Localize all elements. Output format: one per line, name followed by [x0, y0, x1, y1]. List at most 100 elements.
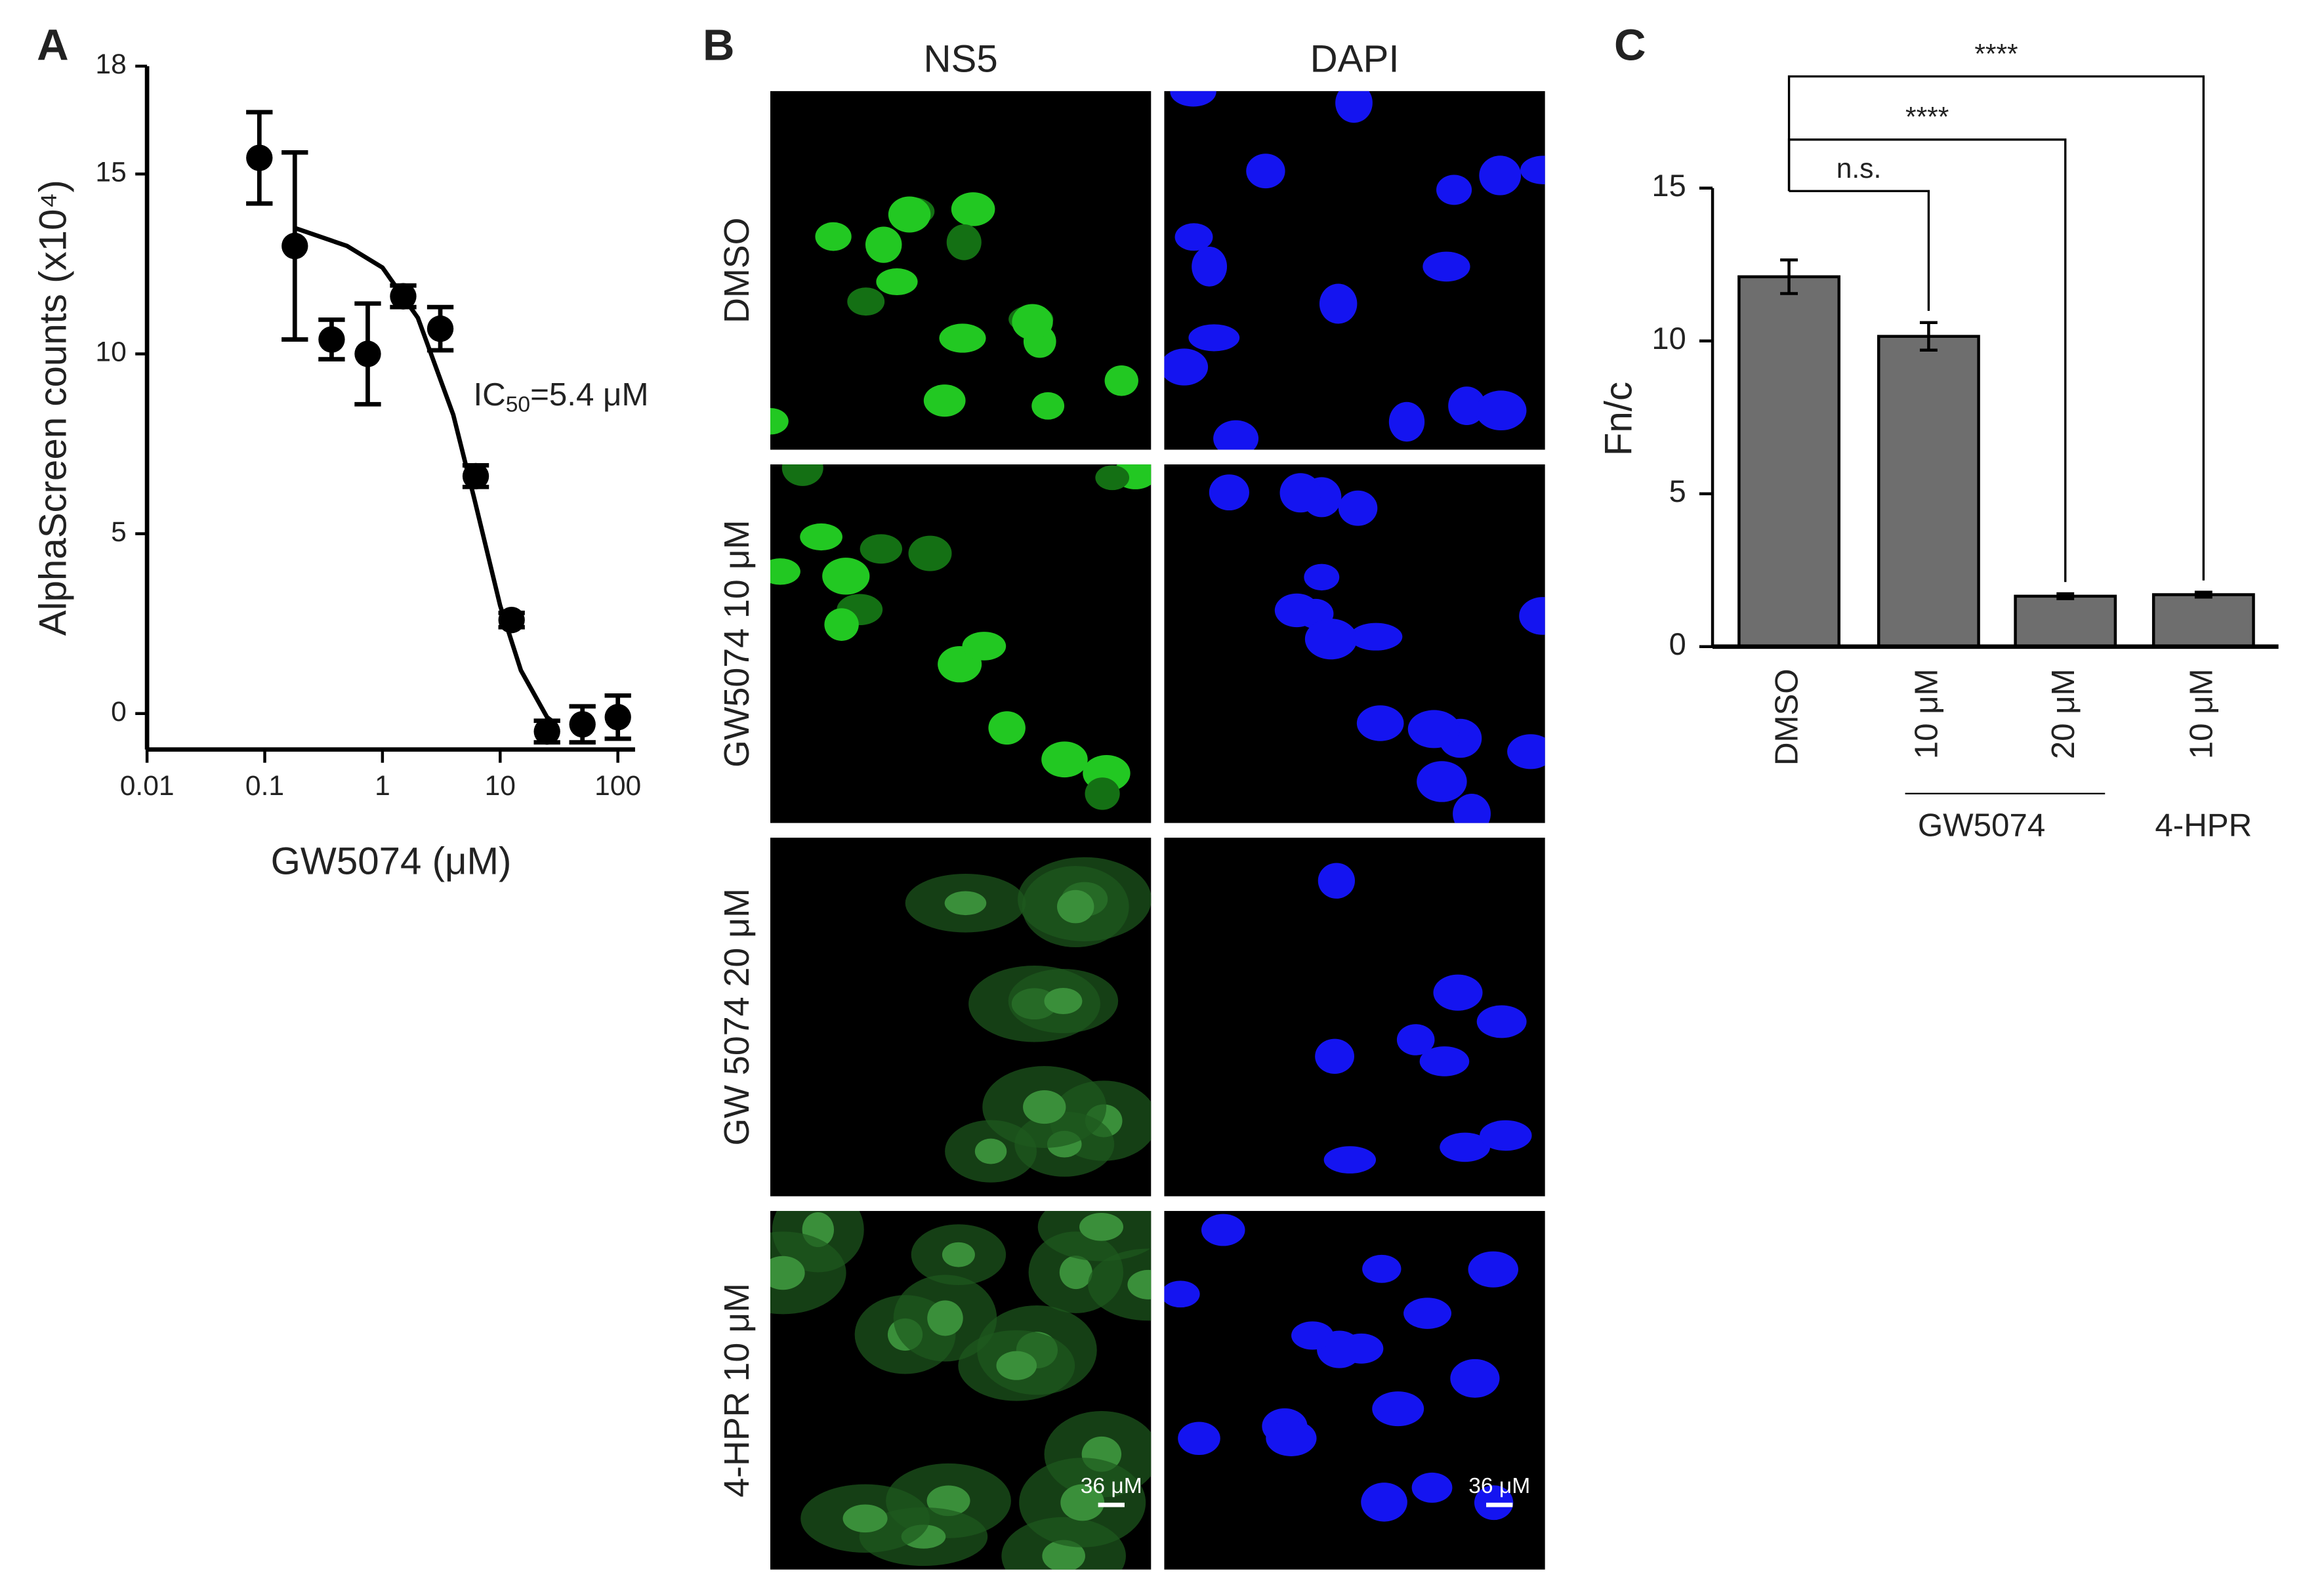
nucleus	[1475, 390, 1527, 431]
nucleus	[1480, 1120, 1532, 1151]
cells	[905, 857, 1152, 1183]
nucleus	[1417, 761, 1467, 802]
nucleus	[1315, 1038, 1354, 1074]
nucleus	[946, 224, 982, 260]
nucleus	[1407, 710, 1461, 748]
x-tick-label: 0.1	[245, 770, 284, 802]
nucleus	[962, 632, 1007, 661]
cells	[1209, 473, 1545, 823]
x-tick-label: 100	[594, 770, 641, 802]
nucleus	[1274, 593, 1319, 628]
error-bar	[2194, 590, 2212, 599]
nucleus	[1192, 246, 1228, 287]
nucleus	[1085, 777, 1120, 810]
nucleus	[1468, 1251, 1518, 1288]
nucleus	[1023, 1090, 1066, 1124]
nucleus	[1338, 490, 1378, 526]
y-axis-label: Fn/c	[1598, 382, 1640, 456]
nucleus	[951, 192, 995, 226]
nucleus	[927, 1300, 963, 1336]
micrograph	[770, 464, 1152, 823]
y-tick-label: 10	[95, 337, 126, 368]
cytoplasm	[1088, 1248, 1152, 1321]
bracket-line	[1789, 190, 1930, 311]
nucleus	[1453, 794, 1491, 823]
bar	[1877, 335, 1980, 648]
cells	[770, 464, 1152, 810]
micrograph-bg	[770, 91, 1152, 450]
nucleus	[800, 523, 842, 551]
nucleus	[1318, 863, 1356, 899]
annotation-part: IC	[473, 377, 505, 413]
y-tick-label: 0	[111, 696, 127, 727]
nucleus	[865, 226, 902, 263]
group-label: 4-HPR	[2155, 807, 2252, 843]
nucleus	[876, 268, 918, 296]
x-tick-label: 1	[375, 770, 390, 802]
significance-bracket	[1789, 190, 1930, 311]
panel-label: C	[1614, 21, 1646, 70]
nucleus	[1213, 420, 1259, 450]
nucleus	[923, 384, 966, 417]
x-tick-label: 0.01	[120, 770, 175, 802]
nucleus	[1361, 1483, 1407, 1522]
nucleus	[1339, 1333, 1384, 1364]
panel-label: A	[37, 21, 69, 70]
nucleus	[1044, 987, 1083, 1015]
nucleus	[1057, 890, 1094, 924]
point	[604, 704, 631, 731]
nucleus	[1422, 251, 1470, 282]
micrograph	[1164, 1211, 1545, 1570]
nucleus	[974, 1138, 1007, 1164]
significance-label: n.s.	[1837, 153, 1882, 184]
row-label: GW5074 10 μM	[717, 520, 757, 768]
x-tick-label: 20 μM	[2045, 668, 2081, 759]
row-label: GW 5074 20 μM	[717, 888, 757, 1145]
cells	[770, 1211, 1152, 1570]
nucleus	[939, 323, 986, 353]
nucleus	[1164, 1280, 1200, 1308]
nucleus	[842, 1504, 888, 1533]
annotation-part: =5.4 μM	[530, 377, 648, 413]
point	[246, 144, 273, 171]
cells	[1164, 91, 1545, 450]
nucleus	[770, 407, 789, 435]
scale-bar-label: 36 μM	[1468, 1474, 1530, 1498]
annotation: IC50=5.4 μM	[473, 377, 648, 417]
nucleus	[1127, 1269, 1152, 1299]
y-tick-label: 0	[1669, 626, 1686, 661]
nucleus	[1104, 365, 1138, 396]
scale-bar-label: 36 μM	[1081, 1474, 1142, 1498]
significance-bracket	[1787, 75, 2205, 581]
nucleus	[1519, 597, 1545, 635]
nucleus	[1372, 1391, 1424, 1427]
significance-label: ****	[1974, 38, 2018, 70]
micrograph	[770, 91, 1152, 450]
y-tick-label: 18	[95, 49, 126, 80]
nucleus	[1201, 1214, 1245, 1246]
nucleus	[1095, 465, 1130, 491]
bar	[2014, 594, 2117, 648]
nucleus	[1319, 283, 1358, 324]
nucleus	[1433, 974, 1483, 1011]
x-axis-label: GW5074 (μM)	[271, 840, 512, 883]
nucleus	[1012, 304, 1053, 340]
nucleus	[1356, 705, 1404, 741]
row-label: 4-HPR 10 μM	[717, 1283, 757, 1498]
group-label: GW5074	[1918, 807, 2045, 843]
nucleus	[1291, 1321, 1334, 1350]
nucleus	[1335, 91, 1373, 123]
nucleus	[1448, 386, 1485, 425]
fit-curve	[294, 226, 558, 726]
nucleus	[1323, 1146, 1377, 1174]
column-label: DAPI	[1310, 37, 1400, 80]
x-tick-label: 10 μM	[2183, 668, 2219, 759]
nucleus	[1507, 734, 1545, 769]
nucleus	[1188, 324, 1240, 352]
nucleus	[1450, 1359, 1500, 1398]
nucleus	[860, 534, 902, 564]
nucleus	[942, 1242, 975, 1267]
nucleus	[1304, 619, 1358, 660]
